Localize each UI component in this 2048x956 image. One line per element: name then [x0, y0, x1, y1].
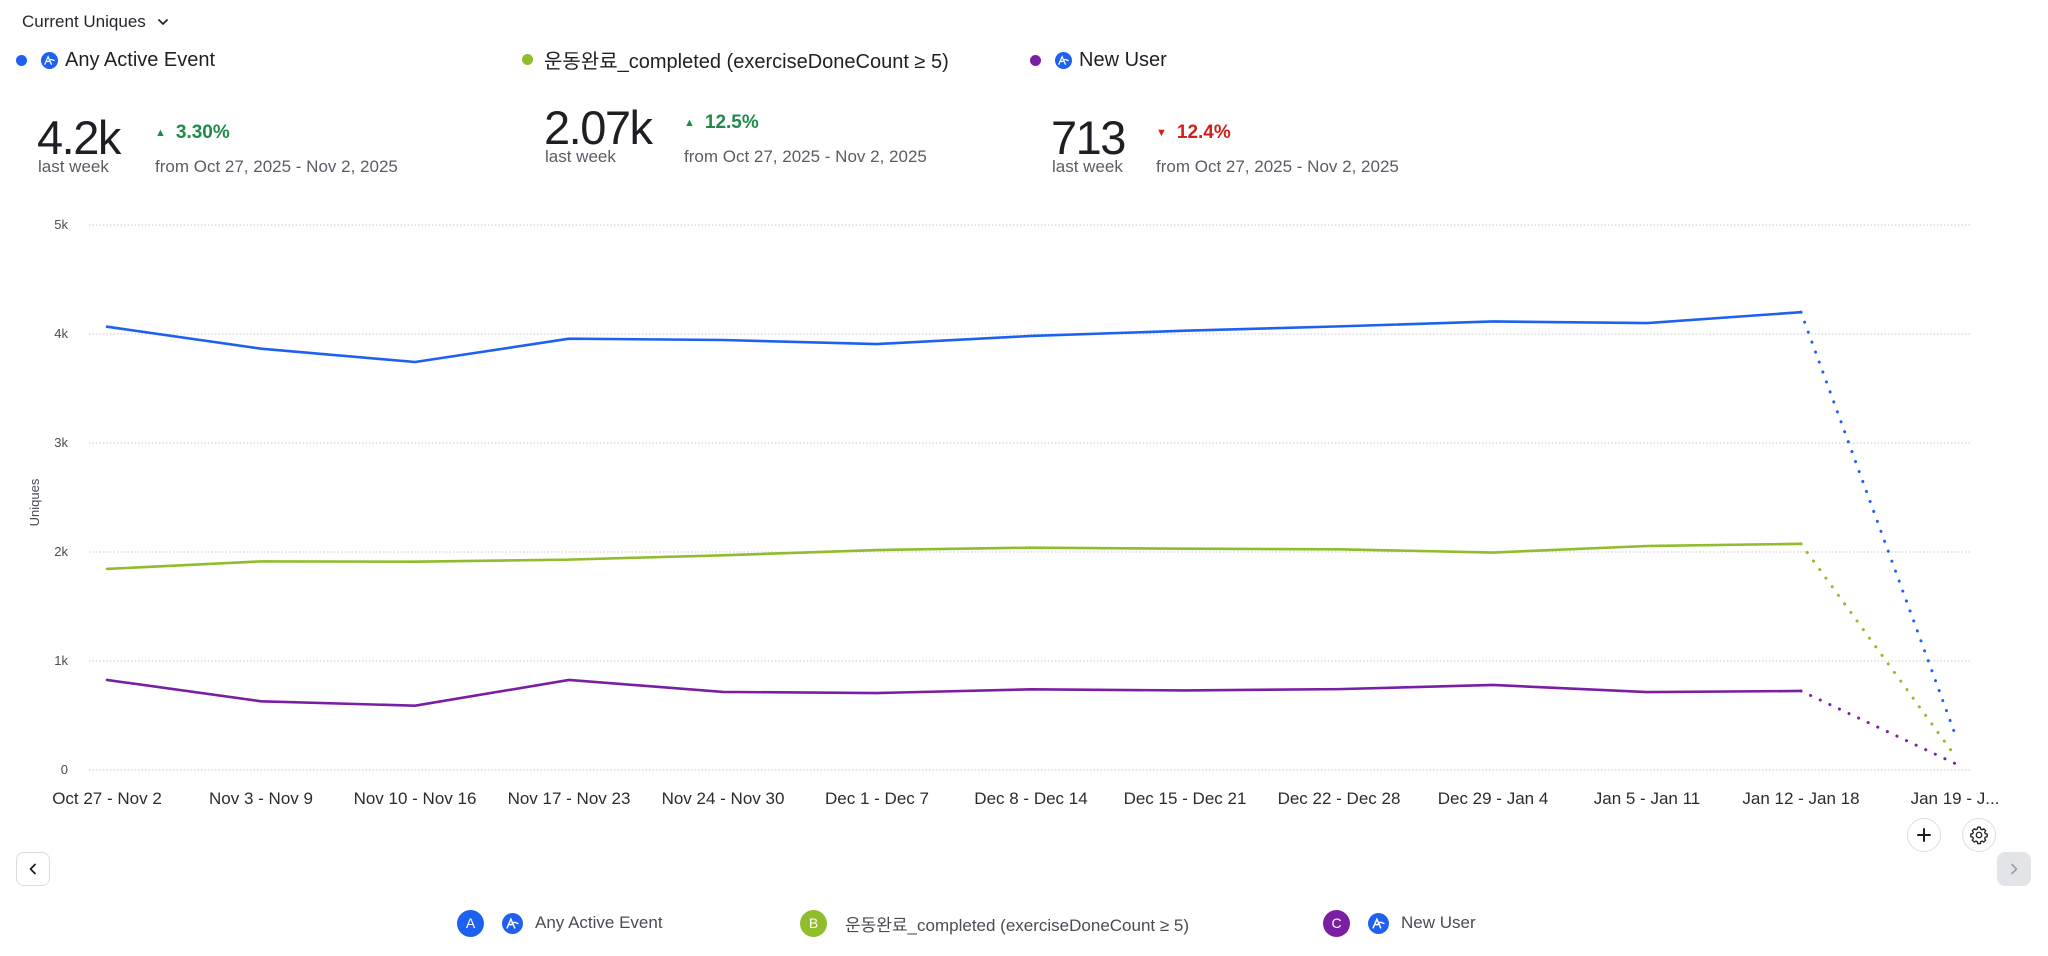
gear-icon — [1970, 826, 1988, 845]
event-icon — [1055, 52, 1072, 69]
series-badge: B — [800, 909, 827, 937]
legend-label: 운동완료_completed (exerciseDoneCount ≥ 5) — [845, 915, 1190, 935]
legend-label: Any Active Event — [535, 913, 663, 932]
series-b-comparison: from Oct 27, 2025 - Nov 2, 2025 — [684, 147, 927, 166]
settings-button[interactable] — [1962, 818, 1996, 852]
x-tick-label: Oct 27 - Nov 2 — [52, 789, 162, 808]
triangle-down-icon: ▼ — [1156, 127, 1167, 139]
series-color-dot — [1030, 55, 1041, 66]
x-tick-label: Nov 17 - Nov 23 — [508, 789, 631, 808]
series-color-dot — [522, 54, 533, 65]
chevron-right-icon — [2011, 863, 2018, 875]
legend-item-a[interactable]: A Any Active Event — [457, 909, 663, 937]
plus-icon — [1917, 828, 1931, 842]
y-axis-ticks: 0 1k 2k 3k 4k 5k — [54, 217, 68, 777]
series-badge: C — [1323, 909, 1350, 937]
change-value: 12.4% — [1176, 122, 1231, 143]
series-lines — [105, 310, 1957, 765]
series-c-change: ▼ 12.4% — [1156, 122, 1231, 144]
x-tick-label: Dec 22 - Dec 28 — [1278, 789, 1401, 808]
metric-selector-dropdown[interactable]: Current Uniques — [22, 10, 170, 34]
event-icon — [1368, 912, 1389, 934]
series-line-solid — [105, 310, 1803, 364]
x-tick-label: Nov 10 - Nov 16 — [354, 789, 477, 808]
series-c — [105, 678, 1957, 765]
x-tick-label: Dec 8 - Dec 14 — [974, 789, 1087, 808]
series-header-b: 운동완료_completed (exerciseDoneCount ≥ 5) — [522, 45, 949, 74]
series-line-incomplete — [1799, 689, 1957, 765]
series-line-incomplete — [1799, 310, 1957, 736]
y-tick-label: 2k — [54, 544, 68, 559]
chevron-down-icon — [157, 19, 168, 25]
x-tick-label: Jan 19 - J... — [1911, 789, 2000, 808]
y-tick-label: 5k — [54, 217, 68, 232]
series-a-period: last week — [38, 157, 109, 176]
series-a-comparison: from Oct 27, 2025 - Nov 2, 2025 — [155, 157, 398, 176]
x-tick-label: Nov 24 - Nov 30 — [662, 789, 785, 808]
y-tick-label: 4k — [54, 326, 68, 341]
x-tick-label: Nov 3 - Nov 9 — [209, 789, 313, 808]
series-c-period: last week — [1052, 157, 1123, 176]
series-b — [105, 542, 1957, 758]
y-axis-label: Uniques — [27, 478, 42, 526]
series-line-solid — [105, 542, 1803, 571]
y-tick-label: 0 — [61, 762, 68, 777]
legend-label: New User — [1401, 913, 1476, 932]
series-a — [105, 310, 1957, 736]
series-c-comparison: from Oct 27, 2025 - Nov 2, 2025 — [1156, 157, 1399, 176]
series-badge: A — [457, 909, 484, 937]
series-name: 운동완료_completed (exerciseDoneCount ≥ 5) — [544, 51, 949, 73]
series-line-solid — [105, 678, 1803, 707]
x-axis-ticks: Oct 27 - Nov 2 Nov 3 - Nov 9 Nov 10 - Nov … — [52, 789, 1999, 808]
previous-page-button[interactable] — [16, 852, 50, 886]
event-icon — [502, 912, 523, 934]
series-name: Any Active Event — [65, 49, 216, 71]
series-a-value: 4.2k — [37, 111, 121, 164]
x-tick-label: Dec 1 - Dec 7 — [825, 789, 929, 808]
chevron-left-icon — [29, 863, 36, 875]
x-tick-label: Dec 29 - Jan 4 — [1438, 789, 1549, 808]
event-icon — [41, 52, 58, 69]
gridlines — [89, 224, 1972, 771]
series-color-dot — [16, 55, 27, 66]
series-line-incomplete — [1799, 542, 1957, 758]
metric-selector-label: Current Uniques — [22, 12, 146, 31]
x-tick-label: Dec 15 - Dec 21 — [1124, 789, 1247, 808]
legend-item-b[interactable]: B 운동완료_completed (exerciseDoneCount ≥ 5) — [800, 909, 1189, 937]
series-name: New User — [1079, 49, 1167, 71]
add-button[interactable] — [1907, 818, 1941, 852]
series-a-change: ▲ 3.30% — [155, 122, 230, 144]
x-tick-label: Jan 5 - Jan 11 — [1594, 789, 1700, 808]
legend-item-c[interactable]: C New User — [1323, 909, 1476, 937]
change-value: 3.30% — [175, 122, 230, 143]
next-page-button[interactable] — [1997, 852, 2031, 886]
triangle-up-icon: ▲ — [684, 117, 695, 129]
triangle-up-icon: ▲ — [155, 127, 166, 139]
y-tick-label: 1k — [54, 653, 68, 668]
change-value: 12.5% — [704, 112, 759, 133]
series-header-c: New User — [1030, 49, 1167, 72]
y-tick-label: 3k — [54, 435, 68, 450]
series-c-value: 713 — [1051, 111, 1126, 164]
series-b-period: last week — [545, 147, 616, 166]
series-b-value: 2.07k — [544, 101, 653, 154]
x-tick-label: Jan 12 - Jan 18 — [1742, 789, 1859, 808]
series-b-change: ▲ 12.5% — [684, 112, 759, 134]
series-header-a: Any Active Event — [16, 49, 215, 72]
line-chart: 0 1k 2k 3k 4k 5k Uniques Oct 27 - Nov 2 Nov 3 … — [27, 217, 1999, 808]
